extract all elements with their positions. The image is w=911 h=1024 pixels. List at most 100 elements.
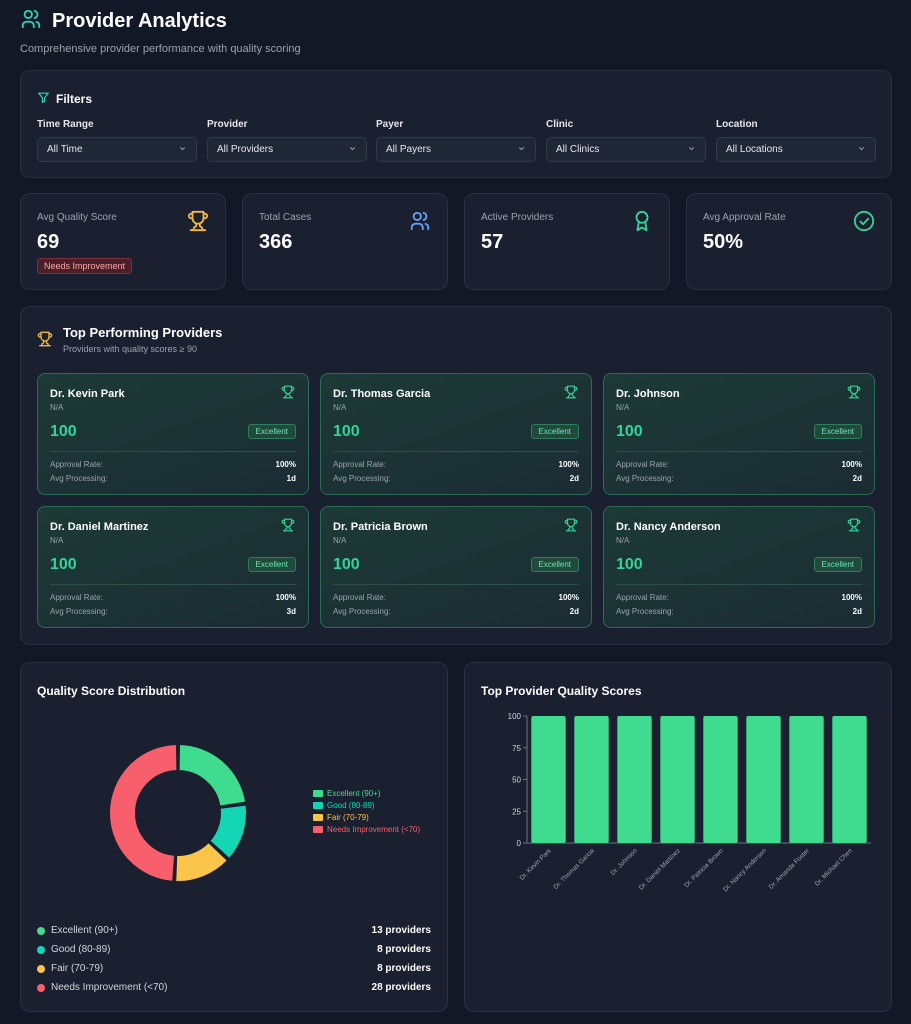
approval-value: 100%: [558, 460, 579, 469]
bar-7[interactable]: [832, 716, 867, 843]
trophy-icon: [847, 385, 861, 404]
bar-3[interactable]: [660, 716, 695, 843]
trophy-icon: [564, 518, 578, 537]
chevron-down-icon: [687, 144, 696, 156]
provider-name: Dr. Kevin Park: [50, 388, 125, 400]
legend-label: Fair (70-79): [51, 963, 104, 974]
approval-label: Approval Rate:: [616, 460, 669, 469]
filters-panel: Filters Time Range All Time Provider All…: [20, 70, 892, 178]
provider-card[interactable]: Dr. Patricia Brown N/A 100 Excellent Approva…: [320, 506, 592, 628]
legend-dot: [37, 926, 45, 935]
legend-dot: [37, 945, 45, 954]
approval-label: Approval Rate:: [333, 460, 386, 469]
top-providers-panel: Top Performing Providers Providers with …: [20, 306, 892, 645]
provider-select[interactable]: All Providers: [207, 137, 367, 162]
provider-card[interactable]: Dr. Kevin Park N/A 100 Excellent Approval Ra…: [37, 373, 309, 495]
bar-6[interactable]: [789, 716, 824, 843]
processing-value: 1d: [286, 474, 296, 483]
legend-swatch: [313, 790, 323, 797]
x-tick-label: Dr. Johnson: [609, 847, 639, 877]
filter-payer: Payer All Payers: [376, 119, 536, 162]
processing-row: Avg Processing: 3d: [50, 607, 296, 616]
bar-5[interactable]: [746, 716, 781, 843]
status-badge: Excellent: [530, 424, 579, 439]
provider-card[interactable]: Dr. Johnson N/A 100 Excellent Approval Rate:…: [603, 373, 875, 495]
approval-row: Approval Rate: 100%: [50, 460, 296, 469]
provider-card[interactable]: Dr. Daniel Martinez N/A 100 Excellent Approv…: [37, 506, 309, 628]
bar-4[interactable]: [703, 716, 738, 843]
provider-score: 100: [333, 423, 360, 440]
processing-value: 2d: [569, 474, 579, 483]
select-value: All Providers: [217, 144, 274, 155]
approval-value: 100%: [841, 593, 862, 602]
bar-2[interactable]: [617, 716, 652, 843]
legend-count: 28 providers: [371, 982, 431, 993]
donut-slice-2[interactable]: [174, 840, 230, 883]
approval-value: 100%: [275, 460, 296, 469]
stat-label: Active Providers: [481, 212, 554, 223]
trophy-icon: [564, 385, 578, 404]
processing-row: Avg Processing: 2d: [616, 607, 862, 616]
stat-label: Avg Quality Score: [37, 212, 117, 223]
provider-name: Dr. Patricia Brown: [333, 521, 428, 533]
legend-text: Needs Improvement (<70): [327, 825, 421, 834]
x-tick-label: Dr. Patricia Brown: [683, 847, 725, 889]
provider-name: Dr. Johnson: [616, 388, 680, 400]
processing-label: Avg Processing:: [616, 607, 674, 616]
processing-label: Avg Processing:: [50, 607, 108, 616]
filters-title: Filters: [56, 92, 93, 106]
divider: [616, 584, 862, 585]
section-subtitle: Providers with quality scores ≥ 90: [63, 344, 197, 354]
provider-name: Dr. Thomas Garcia: [333, 388, 431, 400]
chevron-down-icon: [178, 144, 187, 156]
processing-value: 2d: [852, 607, 862, 616]
x-tick-label: Dr. Thomas Garcia: [552, 847, 596, 891]
stat-value: 50%: [703, 231, 744, 253]
provider-score: 100: [616, 423, 643, 440]
status-badge: Excellent: [813, 557, 862, 572]
bar-1[interactable]: [574, 716, 609, 843]
legend-label: Excellent (90+): [51, 925, 118, 936]
page-header: Provider Analytics Comprehensive provide…: [20, 8, 301, 55]
provider-score: 100: [50, 423, 77, 440]
payer-select[interactable]: All Payers: [376, 137, 536, 162]
legend-text: Excellent (90+): [327, 789, 381, 798]
processing-label: Avg Processing:: [333, 474, 391, 483]
donut-slice-0[interactable]: [177, 742, 248, 808]
chevron-down-icon: [348, 144, 357, 156]
divider: [333, 451, 579, 452]
chart-legend-item: Fair (70-79): [313, 813, 420, 822]
trophy-icon: [847, 518, 861, 537]
users-icon: [20, 8, 42, 35]
filter-clinic: Clinic All Clinics: [546, 119, 706, 162]
x-tick-label: Dr. Amanda Foster: [768, 847, 812, 891]
trophy-icon: [37, 331, 53, 354]
filters-header: Filters: [37, 91, 92, 107]
provider-name: Dr. Daniel Martinez: [50, 521, 149, 533]
bar-0[interactable]: [531, 716, 566, 843]
section-title: Top Performing Providers: [63, 325, 223, 340]
clinic-select[interactable]: All Clinics: [546, 137, 706, 162]
trophy-icon: [281, 385, 295, 404]
provider-card[interactable]: Dr. Nancy Anderson N/A 100 Excellent Approva…: [603, 506, 875, 628]
time-range-select[interactable]: All Time: [37, 137, 197, 162]
legend-swatch: [313, 826, 323, 833]
legend-text: Fair (70-79): [327, 813, 369, 822]
stat-card-approval-rate: Avg Approval Rate 50%: [686, 193, 892, 290]
provider-location: N/A: [50, 403, 64, 412]
donut-slice-1[interactable]: [207, 803, 248, 861]
donut-slice-3[interactable]: [108, 742, 179, 883]
stat-card-active-providers: Active Providers 57: [464, 193, 670, 290]
select-value: All Time: [47, 144, 83, 155]
legend-swatch: [313, 814, 323, 821]
panel-title: Quality Score Distribution: [37, 684, 186, 698]
users-icon: [409, 210, 431, 237]
approval-row: Approval Rate: 100%: [333, 593, 579, 602]
filter-label: Location: [716, 119, 758, 130]
page-title: Provider Analytics: [52, 10, 227, 32]
location-select[interactable]: All Locations: [716, 137, 876, 162]
provider-location: N/A: [616, 403, 630, 412]
provider-card[interactable]: Dr. Thomas Garcia N/A 100 Excellent Approval…: [320, 373, 592, 495]
approval-row: Approval Rate: 100%: [333, 460, 579, 469]
chart-legend-item: Needs Improvement (<70): [313, 825, 420, 834]
